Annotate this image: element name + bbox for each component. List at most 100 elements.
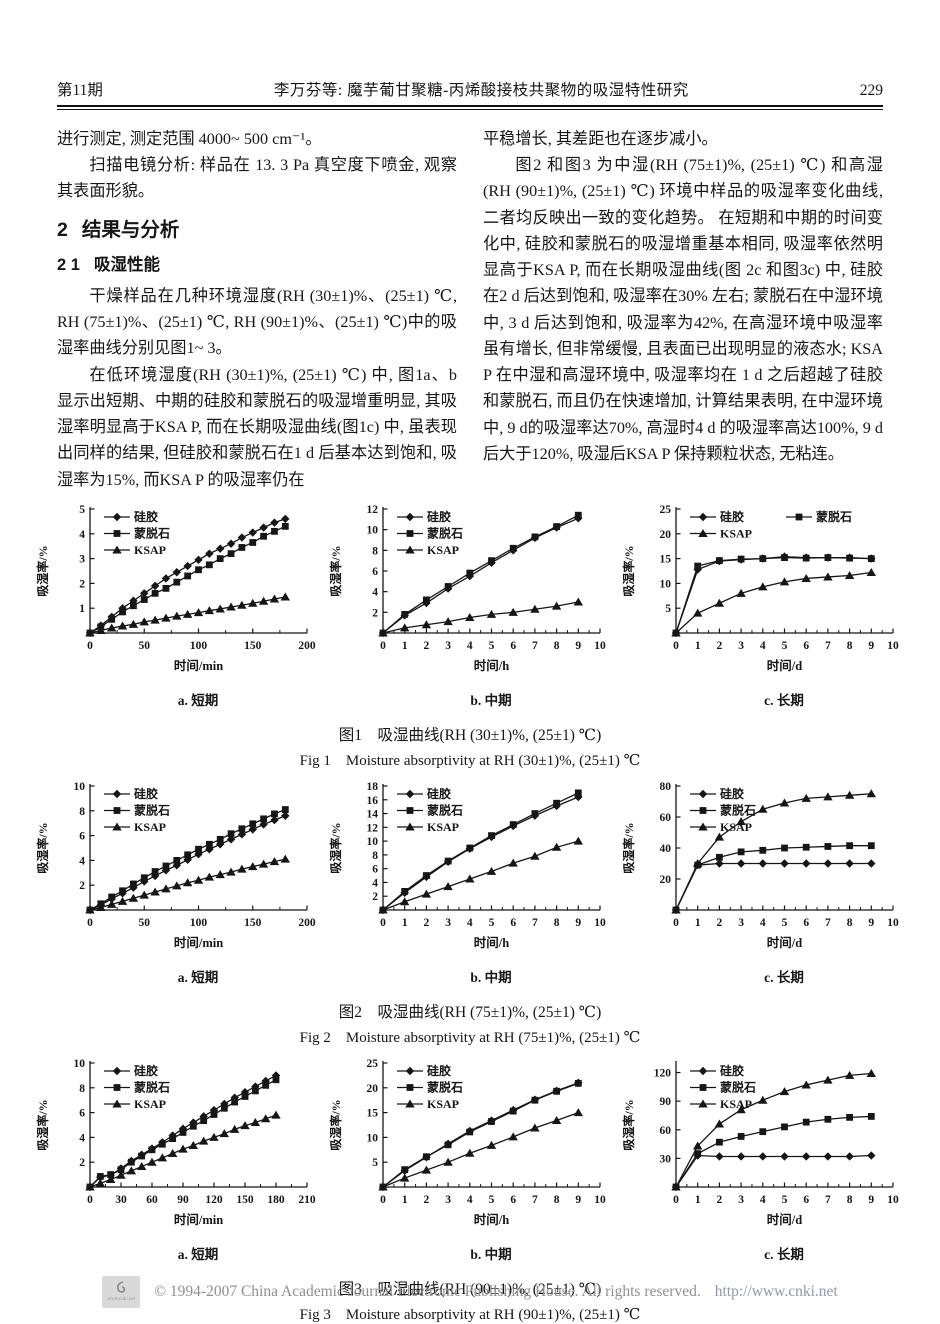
svg-text:蒙脱石: 蒙脱石 — [427, 1079, 463, 1094]
svg-text:12: 12 — [366, 504, 378, 516]
svg-text:6: 6 — [510, 917, 516, 929]
svg-text:0: 0 — [380, 1194, 386, 1206]
svg-text:时间/d: 时间/d — [766, 658, 801, 673]
svg-text:2: 2 — [716, 1194, 722, 1206]
svg-text:2: 2 — [79, 578, 85, 590]
svg-text:硅胶: 硅胶 — [720, 1063, 744, 1078]
page-header: 第11期 李万芬等: 魔芋葡甘聚糖-丙烯酸接枝共聚物的吸湿特性研究 229 — [57, 0, 883, 100]
svg-text:硅胶: 硅胶 — [720, 786, 744, 801]
svg-text:蒙脱石: 蒙脱石 — [720, 802, 756, 817]
svg-text:50: 50 — [138, 640, 150, 652]
svg-text:吸湿率/%: 吸湿率/% — [328, 1099, 343, 1150]
svg-text:180: 180 — [267, 1194, 285, 1206]
svg-text:5: 5 — [488, 640, 494, 652]
svg-text:2: 2 — [423, 1194, 429, 1206]
svg-text:80: 80 — [659, 781, 671, 793]
journal-issue: 第11期 — [57, 82, 103, 99]
svg-text:3: 3 — [738, 917, 744, 929]
svg-text:2: 2 — [423, 917, 429, 929]
figure-1: 1 2 3 4 5 0 50 100 150 200 时间/min 吸湿率/% 硅胶 蒙脱石 KSAP a.… — [35, 501, 899, 770]
svg-text:时间/d: 时间/d — [766, 935, 801, 950]
svg-text:蒙脱石: 蒙脱石 — [134, 802, 170, 817]
svg-text:吸湿率/%: 吸湿率/% — [621, 545, 636, 596]
svg-text:7: 7 — [532, 1194, 538, 1206]
svg-text:6: 6 — [803, 917, 809, 929]
svg-text:2: 2 — [79, 880, 85, 892]
svg-text:10: 10 — [659, 578, 671, 590]
svg-text:0: 0 — [87, 1194, 93, 1206]
svg-text:4: 4 — [466, 1194, 472, 1206]
cnki-url[interactable]: http://www.cnki.net — [714, 1283, 838, 1300]
svg-text:吸湿率/%: 吸湿率/% — [621, 1099, 636, 1150]
section-number: 2 — [57, 218, 68, 241]
svg-text:6: 6 — [372, 566, 378, 578]
chart-subcaption: b. 中期 — [470, 692, 512, 708]
chart-subcaption: a. 短期 — [177, 692, 219, 708]
chart-subcaption: c. 长期 — [764, 692, 804, 708]
left-column: 进行测定, 测定范围 4000~ 500 cm⁻¹。 扫描电镜分析: 样品在 1… — [57, 126, 457, 493]
swirl-icon — [113, 1281, 129, 1297]
svg-text:4: 4 — [79, 529, 85, 541]
svg-text:硅胶: 硅胶 — [134, 786, 158, 801]
chart-subcaption: b. 中期 — [470, 1246, 512, 1262]
svg-text:4: 4 — [79, 855, 85, 867]
svg-text:6: 6 — [803, 640, 809, 652]
svg-text:2: 2 — [716, 917, 722, 929]
chart-fig1c: 5 10 15 20 25 0 1 2 3 4 5 6 7 8 9 10 时间/d 吸湿率/% 硅胶 蒙脱石 KSAP … — [620, 501, 907, 709]
svg-text:蒙脱石: 蒙脱石 — [816, 509, 852, 524]
svg-text:1: 1 — [401, 640, 407, 652]
svg-text:时间/d: 时间/d — [766, 1212, 801, 1227]
svg-text:KSAP: KSAP — [134, 820, 166, 834]
svg-text:0: 0 — [673, 917, 679, 929]
chart-fig3c: 30 60 90 120 0 1 2 3 4 5 6 7 8 9 10 时间/d 吸湿率/% 硅胶 蒙脱石 KSAP … — [620, 1055, 907, 1263]
subsection-number: 2 1 — [57, 256, 80, 275]
svg-text:0: 0 — [673, 640, 679, 652]
svg-text:0: 0 — [673, 1194, 679, 1206]
svg-text:200: 200 — [298, 917, 316, 929]
svg-text:6: 6 — [79, 830, 85, 842]
svg-text:8: 8 — [372, 545, 378, 557]
figure-caption-en: Fig 1 Moisture absorptivity at RH (30±1)… — [299, 752, 641, 769]
svg-text:硅胶: 硅胶 — [720, 509, 744, 524]
svg-text:8: 8 — [553, 640, 559, 652]
svg-text:KSAP: KSAP — [427, 820, 459, 834]
svg-text:150: 150 — [236, 1194, 254, 1206]
svg-text:硅胶: 硅胶 — [427, 509, 451, 524]
chart-fig1a: 1 2 3 4 5 0 50 100 150 200 时间/min 吸湿率/% 硅胶 蒙脱石 KSAP a.… — [34, 501, 321, 709]
svg-text:0: 0 — [87, 640, 93, 652]
subsection-title: 吸湿性能 — [93, 256, 160, 275]
svg-text:3: 3 — [445, 1194, 451, 1206]
svg-text:KSAP: KSAP — [427, 1097, 459, 1111]
svg-text:40: 40 — [659, 843, 671, 855]
svg-text:3: 3 — [738, 1194, 744, 1206]
svg-text:0: 0 — [380, 917, 386, 929]
svg-text:60: 60 — [659, 812, 671, 824]
paragraph: 进行测定, 测定范围 4000~ 500 cm⁻¹。 — [57, 130, 322, 148]
figure-2: 2 4 6 8 10 0 50 100 150 200 时间/min 吸湿率/% 硅胶 蒙脱石 KSAP a… — [35, 778, 899, 1047]
svg-text:14: 14 — [366, 808, 378, 820]
chart-subcaption: c. 长期 — [764, 1246, 804, 1262]
svg-text:10: 10 — [887, 1194, 899, 1206]
svg-text:5: 5 — [488, 917, 494, 929]
section-title: 结果与分析 — [81, 218, 180, 241]
cnki-logo-icon: www.cnki.net — [102, 1276, 141, 1308]
figure-caption-cn: 图1 吸湿曲线(RH (30±1)%, (25±1) ℃) — [338, 726, 602, 744]
svg-text:KSAP: KSAP — [134, 1097, 166, 1111]
svg-text:7: 7 — [532, 640, 538, 652]
svg-text:蒙脱石: 蒙脱石 — [134, 525, 170, 540]
svg-text:50: 50 — [138, 917, 150, 929]
svg-text:10: 10 — [594, 917, 606, 929]
svg-text:1: 1 — [401, 917, 407, 929]
section-heading: 2 结果与分析 — [57, 215, 457, 247]
right-column: 平稳增长, 其差距也在逐步减小。 图2 和图3 为中湿(RH (75±1)%, … — [483, 126, 883, 493]
svg-text:4: 4 — [759, 917, 765, 929]
chart-subcaption: b. 中期 — [470, 969, 512, 985]
svg-text:25: 25 — [659, 504, 671, 516]
header-rule — [57, 105, 883, 110]
svg-text:15: 15 — [659, 553, 671, 565]
svg-text:0: 0 — [380, 640, 386, 652]
svg-text:25: 25 — [366, 1058, 378, 1070]
figure-caption-en: Fig 2 Moisture absorptivity at RH (75±1)… — [299, 1029, 641, 1046]
svg-text:20: 20 — [659, 874, 671, 886]
